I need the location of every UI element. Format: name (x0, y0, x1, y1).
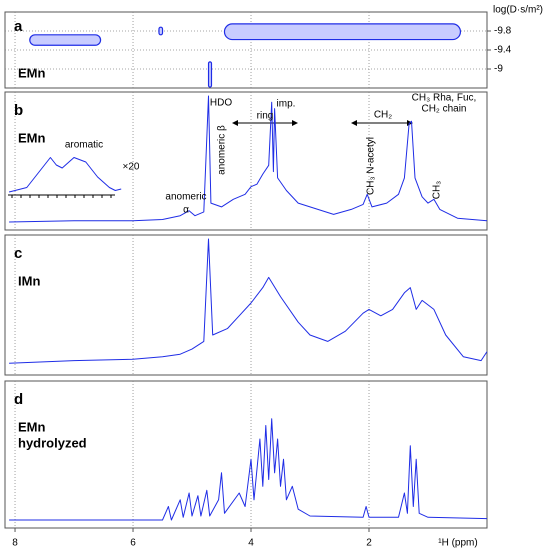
panel-label: c (14, 245, 22, 262)
contour-spot (207, 61, 213, 88)
annotation: imp. (277, 99, 296, 110)
panel-frame (4, 234, 488, 376)
y-tick-label: -9 (494, 64, 503, 75)
y-tick-label: -9.4 (494, 45, 512, 56)
contour-spot (29, 34, 102, 46)
inset-spectrum (8, 157, 122, 193)
sample-label: EMn (18, 419, 46, 434)
panel-label: b (14, 102, 23, 119)
panel-label: d (14, 391, 23, 408)
annotation: CH₃ N-acetyl (366, 137, 377, 195)
annotation: aromatic (65, 140, 103, 151)
annotation: CH₂ (374, 110, 392, 121)
annotation: ×20 (123, 162, 140, 173)
panel-label: a (14, 18, 23, 35)
x-axis-label: ¹H (ppm) (438, 538, 477, 549)
panel-frame (4, 380, 488, 529)
x-tick-label: 6 (130, 538, 136, 549)
contour-spot (223, 23, 462, 41)
contour-spot (158, 26, 164, 36)
x-tick-label: 8 (12, 538, 18, 549)
annotation: α (183, 205, 189, 216)
spectrum (9, 418, 487, 521)
x-tick-label: 2 (366, 538, 372, 549)
annotation: CH₂ chain (421, 104, 466, 115)
axis-label: log(D·s/m²) (493, 5, 543, 16)
spectrum (9, 95, 487, 223)
sample-label: hydrolyzed (18, 435, 87, 450)
annotation: ring (257, 111, 274, 122)
sample-label: IMn (18, 273, 40, 288)
spectrum (9, 238, 487, 364)
annotation: anomeric β (217, 125, 228, 175)
x-tick-label: 4 (248, 538, 254, 549)
annotation: HDO (210, 98, 232, 109)
annotation: CH₃ (432, 181, 443, 200)
annotation: CH₃ Rha, Fuc, (412, 93, 477, 104)
sample-label: EMn (18, 130, 46, 145)
sample-label: EMn (18, 65, 46, 80)
annotation: anomeric (165, 192, 206, 203)
y-tick-label: -9.8 (494, 26, 512, 37)
panel-frame (4, 91, 488, 231)
